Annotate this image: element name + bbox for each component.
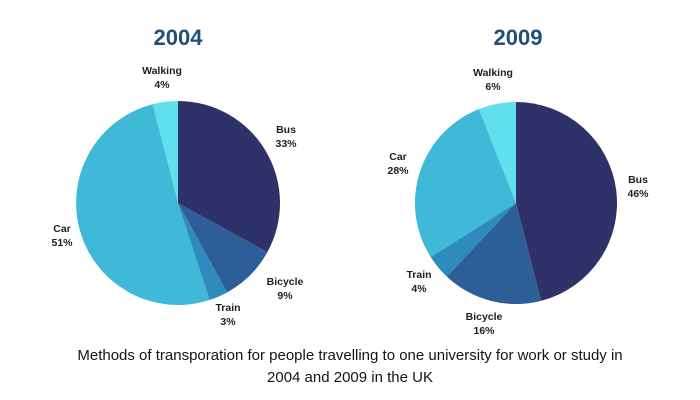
pie-chart-2009: 2009 Bus 46% Bicycle 16% Train 4% Car 28% Walkin… <box>387 25 649 337</box>
caption-line-2: 2004 and 2009 in the UK <box>267 369 433 386</box>
slice-label-2004-bus: Bus 33% <box>275 124 297 150</box>
pie-slice-2004-car <box>76 104 210 305</box>
slice-label-2004-car: Car 51% <box>51 223 73 249</box>
pie-slice-2009-train <box>430 203 516 277</box>
pie-slice-2004-walking <box>152 101 178 203</box>
pie-slice-2009-bicycle <box>446 203 542 305</box>
pie-slice-2009-bus <box>516 102 618 301</box>
caption-line-1: Methods of transporation for people trav… <box>77 347 623 364</box>
chart-title-2004: 2004 <box>154 25 204 50</box>
slice-label-2004-train: Train 3% <box>215 302 240 328</box>
slice-label-2009-bicycle: Bicycle 16% <box>466 311 503 337</box>
slice-label-2004-walking: Walking 4% <box>142 65 182 91</box>
slice-label-2009-car: Car 28% <box>387 151 409 177</box>
pie-chart-2004: 2004 Bus 33% Bicycle 9% Train 3% Car 51% Walking… <box>51 25 303 328</box>
pie-slice-2004-bus <box>178 101 280 253</box>
figure-caption: Methods of transporation for people trav… <box>20 345 680 389</box>
chart-title-2009: 2009 <box>494 25 543 50</box>
slice-label-2009-train: Train 4% <box>406 269 431 295</box>
slice-label-2009-walking: Walking 6% <box>473 67 513 93</box>
pie-slice-2009-car <box>414 109 516 258</box>
pie-slice-2004-bicycle <box>178 203 268 293</box>
pie-slice-2009-walking <box>478 102 516 203</box>
pie-slice-2004-train <box>178 203 228 301</box>
slice-label-2009-bus: Bus 46% <box>627 174 649 200</box>
slice-label-2004-bicycle: Bicycle 9% <box>267 276 304 302</box>
